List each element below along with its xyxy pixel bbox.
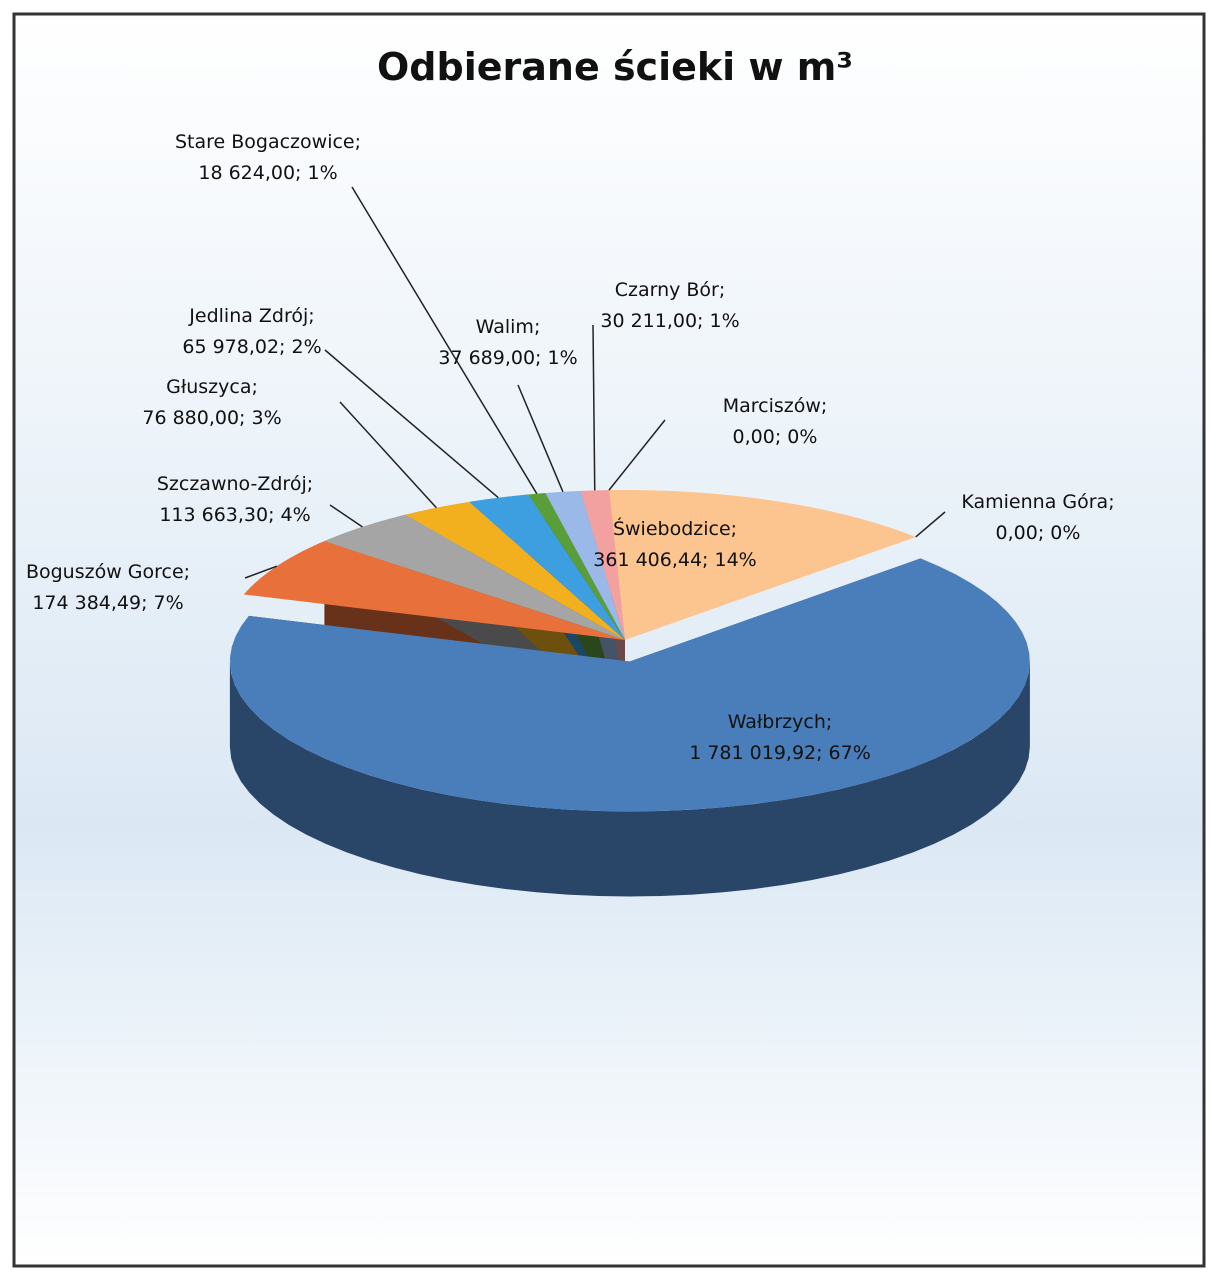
slice [580,490,625,640]
label-separator: ; [731,518,737,540]
data-label: Marciszów; 0,00; 0% [723,395,828,448]
label-separator: ; [1108,491,1114,513]
slice [243,541,625,640]
slice [545,490,625,640]
label-separator: ; [307,473,313,495]
leader-line [329,504,363,528]
label-category: Głuszyca [166,376,251,398]
slice [528,493,625,640]
label-value: 113 663,30; 4% [159,504,310,526]
label-separator: ; [308,305,314,327]
leader-line [592,324,596,491]
chart-title: Odbierane ścieki w m³ [377,45,853,89]
data-label: Czarny Bór; 30 211,00; 1% [600,279,739,332]
label-value: 30 211,00; 1% [600,310,739,332]
leader-line [517,384,564,493]
label-value: 174 384,49; 7% [32,592,183,614]
label-value: 0,00; 0% [733,426,818,448]
label-category: Jedlina Zdrój [188,305,308,327]
data-label: Jedlina Zdrój; 65 978,02; 2% [182,305,321,358]
slice [469,494,625,640]
label-value: 18 624,00; 1% [198,162,337,184]
leader-line [351,186,538,495]
data-label: Boguszów Gorce; 174 384,49; 7% [26,561,190,614]
leader-line [915,511,946,538]
leader-line [324,349,499,499]
leader-line [608,419,666,491]
label-category: Wałbrzych [728,711,826,733]
slice [405,501,625,640]
slice-side [229,661,1030,897]
leader-line [339,401,437,509]
label-separator: ; [719,279,725,301]
data-label: Świebodzice; 361 406,44; 14% [593,516,756,571]
slice [324,514,625,640]
label-category: Świebodzice [613,516,731,540]
label-separator: ; [826,711,832,733]
label-category: Stare Bogaczowice [175,131,355,153]
label-value: 1 781 019,92; 67% [689,742,871,764]
slice [230,558,1030,812]
label-separator: ; [184,561,190,583]
label-value: 65 978,02; 2% [182,336,321,358]
label-category: Szczawno-Zdrój [157,473,307,495]
label-separator: ; [355,131,361,153]
leader-line [244,565,278,579]
label-separator: ; [821,395,827,417]
label-category: Walim [476,316,534,338]
label-value: 76 880,00; 3% [142,407,281,429]
data-label: Wałbrzych; 1 781 019,92; 67% [689,711,871,764]
data-label: Stare Bogaczowice; 18 624,00; 1% [175,131,361,184]
label-value: 361 406,44; 14% [593,549,756,571]
label-separator: ; [534,316,540,338]
label-value: 37 689,00; 1% [438,347,577,369]
label-category: Marciszów [723,395,821,417]
label-value: 0,00; 0% [996,522,1081,544]
data-label: Kamienna Góra; 0,00; 0% [961,491,1114,544]
data-label: Głuszyca; 76 880,00; 3% [142,376,281,429]
data-label: Walim; 37 689,00; 1% [438,316,577,369]
slice [609,490,916,640]
label-category: Boguszów Gorce [26,561,184,583]
label-separator: ; [251,376,257,398]
label-category: Kamienna Góra [961,491,1108,513]
label-category: Czarny Bór [615,279,719,301]
data-label: Szczawno-Zdrój; 113 663,30; 4% [157,473,313,526]
